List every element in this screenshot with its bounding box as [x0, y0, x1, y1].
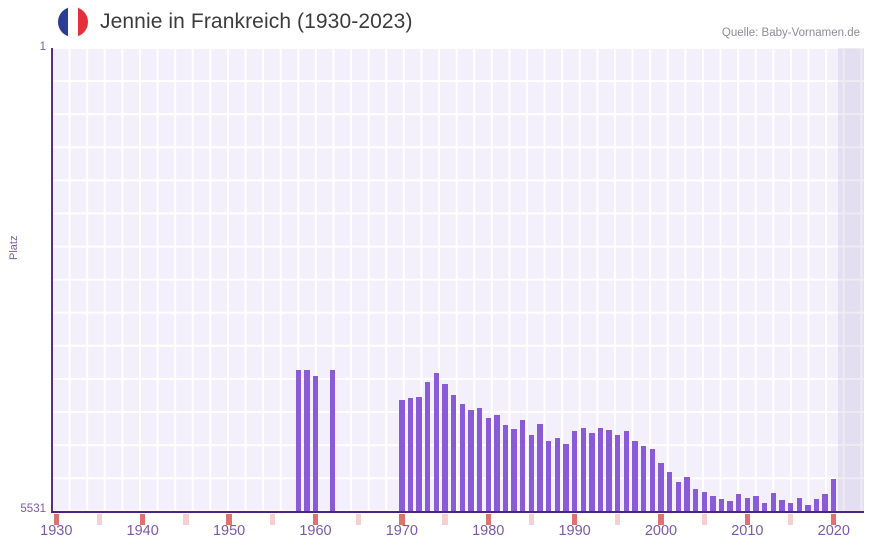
x-axis-tick-mark	[744, 514, 751, 525]
source-attribution: Quelle: Baby-Vornamen.de	[721, 27, 860, 39]
x-axis-tick-mark	[615, 514, 621, 525]
x-axis-tick-label: 2000	[644, 523, 678, 539]
x-axis-tick-labels: 1930 1940 1950 1960 1970 1980 1990 2000 2010 2020	[40, 523, 864, 543]
bar	[546, 441, 552, 511]
bar	[658, 463, 664, 511]
bar	[304, 369, 310, 511]
y-axis-line	[51, 48, 53, 511]
chart-plot-frame	[51, 48, 864, 525]
bar	[597, 428, 604, 511]
bar	[615, 434, 621, 511]
bar	[675, 481, 681, 511]
bar	[485, 417, 491, 511]
bar	[692, 489, 699, 511]
bar	[416, 397, 422, 511]
bar	[407, 397, 414, 511]
bar-series	[52, 48, 864, 511]
y-axis-tick-bottom: 5531	[20, 503, 46, 515]
bar	[520, 419, 526, 511]
bar	[701, 491, 707, 511]
x-axis-tick-mark	[787, 514, 794, 525]
x-axis-tick-label: 1990	[558, 523, 591, 539]
bar	[528, 434, 535, 511]
x-axis-tick-mark	[355, 514, 362, 525]
x-axis-tick-mark	[528, 514, 535, 525]
x-axis-tick-marks	[52, 511, 864, 525]
bar	[649, 448, 656, 511]
bar	[805, 505, 811, 511]
bar	[796, 497, 802, 511]
bar	[399, 400, 405, 511]
chart-header: Jennie in Frankreich (1930-2023) Quelle:…	[0, 0, 873, 48]
bar	[822, 494, 828, 511]
x-axis-tick-mark	[831, 514, 837, 525]
bar	[736, 494, 742, 511]
chart-plot-area	[52, 48, 864, 511]
x-axis-tick-mark	[96, 514, 103, 525]
bar	[494, 414, 500, 511]
bar	[330, 369, 336, 511]
bar	[606, 429, 612, 511]
x-axis-tick-mark	[571, 514, 578, 525]
bar	[459, 403, 465, 511]
france-flag-icon	[58, 7, 88, 37]
bar	[761, 502, 768, 511]
bar	[451, 394, 457, 511]
title-group: Jennie in Frankreich (1930-2023)	[58, 7, 413, 37]
x-axis-line	[51, 511, 864, 513]
bar	[831, 479, 837, 511]
bar	[744, 498, 751, 511]
bar	[589, 433, 595, 511]
bar	[442, 384, 448, 511]
bar	[511, 428, 517, 511]
bar	[554, 438, 561, 511]
bar	[312, 376, 319, 511]
bar	[710, 495, 716, 511]
bar	[684, 477, 690, 511]
bar	[787, 503, 794, 511]
bar	[295, 369, 301, 511]
x-axis-tick-label: 1970	[385, 523, 418, 539]
x-axis-tick-mark	[399, 514, 405, 525]
bar	[632, 441, 638, 511]
x-axis-tick-label: 1980	[472, 523, 505, 539]
bar	[753, 496, 759, 511]
page-title: Jennie in Frankreich (1930-2023)	[100, 10, 413, 33]
x-axis-tick-mark	[226, 514, 232, 525]
bar	[779, 500, 785, 511]
bar	[433, 372, 440, 511]
x-axis-tick-mark	[442, 514, 448, 525]
bar	[813, 499, 820, 511]
x-axis-tick-mark	[312, 514, 319, 525]
x-axis-tick-mark	[183, 514, 189, 525]
y-axis-title: Platz	[8, 235, 20, 260]
bar	[641, 446, 647, 511]
x-axis-tick-mark	[701, 514, 707, 525]
x-axis-tick-label: 1940	[126, 523, 159, 539]
bar	[666, 471, 673, 511]
x-axis-tick-mark	[140, 514, 146, 525]
bar	[571, 431, 578, 511]
x-axis-tick-label: 2010	[731, 523, 764, 539]
x-axis-tick-mark	[269, 514, 275, 525]
x-axis-tick-mark	[658, 514, 664, 525]
x-axis-tick-label: 1950	[212, 523, 246, 539]
bar	[537, 423, 543, 511]
x-axis-tick-mark	[485, 514, 491, 525]
y-axis-tick-top: 1	[39, 41, 46, 53]
bar	[476, 407, 483, 511]
x-axis-tick-label: 1930	[40, 523, 73, 539]
bar	[502, 424, 509, 511]
x-axis-tick-mark	[53, 514, 59, 525]
bar	[718, 499, 725, 511]
bar	[425, 382, 431, 511]
bar	[623, 431, 630, 511]
bar	[727, 500, 733, 511]
x-axis-tick-label: 2020	[817, 523, 850, 539]
x-axis-tick-label: 1960	[299, 523, 332, 539]
bar	[468, 410, 474, 511]
bar	[580, 428, 586, 511]
bar	[770, 492, 776, 511]
bar	[563, 443, 569, 511]
